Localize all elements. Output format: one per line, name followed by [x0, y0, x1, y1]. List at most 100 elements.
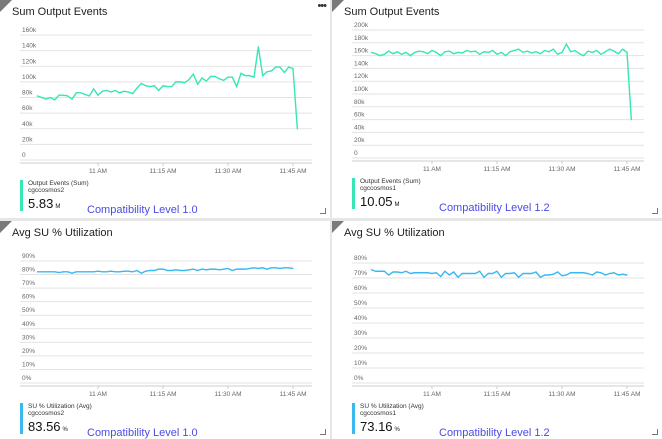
y-tick-label: 0%: [22, 375, 32, 382]
data-point: [483, 51, 485, 53]
x-tick-label: 11:15 AM: [150, 391, 177, 398]
data-point: [62, 94, 64, 96]
pin-corner-icon[interactable]: [0, 0, 12, 12]
y-tick-label: 90%: [22, 253, 35, 260]
x-tick-label: 11:30 AM: [215, 391, 242, 398]
y-tick-label: 0%: [354, 375, 364, 382]
y-tick-label: 160k: [354, 48, 369, 55]
data-point: [431, 49, 433, 52]
data-point: [513, 49, 515, 52]
y-tick-label: 80k: [22, 90, 33, 97]
data-point: [192, 268, 194, 270]
data-point: [67, 95, 69, 97]
y-tick-label: 10%: [22, 361, 35, 368]
data-point: [201, 268, 203, 270]
data-point: [388, 50, 390, 52]
data-point: [145, 85, 147, 87]
data-point: [401, 53, 403, 55]
data-point: [496, 53, 498, 55]
data-point: [262, 75, 264, 77]
compatibility-level-label: Compatibility Level 1.2: [439, 202, 550, 214]
y-tick-label: 0: [354, 150, 358, 157]
data-point: [223, 268, 225, 270]
legend-value: 5.83: [28, 196, 54, 211]
panel-su-utilization-1-2[interactable]: 0% 10% 20% 30% 40% 50% 60% 70% 80% 11 AM 11:15 AM 1…: [332, 221, 662, 439]
data-point: [405, 270, 407, 272]
data-point: [184, 269, 186, 272]
legend[interactable]: Output Events (Sum) cgccosmos2 5.83 M: [20, 180, 89, 211]
data-point: [548, 274, 550, 276]
y-tick-label: 60%: [22, 294, 35, 301]
data-point: [266, 268, 268, 270]
data-point: [609, 48, 611, 50]
legend-unit: %: [62, 427, 68, 433]
data-point: [80, 92, 82, 94]
pin-corner-icon[interactable]: [332, 221, 344, 233]
data-point: [526, 50, 528, 52]
panel-output-events-1-0[interactable]: 0 20k 40k 60k 80k 100k 120k 140k 160k 11 AM 11:15 …: [0, 0, 330, 218]
data-point: [132, 271, 134, 273]
data-point: [114, 271, 116, 273]
data-point: [262, 267, 264, 269]
chart-title: Sum Output Events: [12, 6, 108, 18]
data-point: [49, 96, 51, 99]
data-point: [205, 80, 207, 82]
y-tick-label: 70%: [22, 280, 35, 287]
legend[interactable]: Output Events (Sum) cgccosmos1 10.05 M: [352, 178, 421, 209]
data-point: [383, 270, 385, 272]
resize-handle-icon[interactable]: [320, 429, 326, 435]
resize-handle-icon[interactable]: [320, 208, 326, 214]
resize-handle-icon[interactable]: [652, 208, 658, 214]
x-tick-label: 11:45 AM: [614, 391, 641, 398]
data-point: [288, 66, 290, 68]
panel-su-utilization-1-0[interactable]: 0% 10% 20% 30% 40% 50% 60% 70% 80% 90% 11 AM 11:15 …: [0, 221, 330, 439]
data-point: [93, 271, 95, 273]
chart-title: Sum Output Events: [344, 6, 440, 18]
ellipsis-icon[interactable]: •••: [317, 0, 327, 12]
legend[interactable]: SU % Utilization (Avg) cgccosmos1 73.16%: [352, 403, 424, 434]
data-point: [71, 272, 73, 274]
data-point: [522, 51, 524, 54]
data-point: [617, 53, 619, 55]
data-point: [596, 271, 598, 273]
data-point: [479, 270, 481, 272]
series-line: [37, 267, 294, 274]
data-point: [470, 51, 472, 53]
data-point: [84, 271, 86, 273]
y-tick-label: 80%: [354, 255, 367, 262]
data-point: [54, 99, 56, 101]
resize-handle-icon[interactable]: [652, 429, 658, 435]
data-point: [414, 272, 416, 274]
data-point: [71, 98, 73, 100]
data-point: [483, 276, 485, 278]
legend-resource: cgccosmos1: [360, 185, 397, 192]
chart-title: Avg SU % Utilization: [12, 227, 113, 239]
data-point: [574, 49, 576, 52]
legend[interactable]: SU % Utilization (Avg) cgccosmos2 83.56%: [20, 403, 92, 434]
data-point: [474, 50, 476, 52]
panel-output-events-1-2[interactable]: 0 20k 40k 60k 80k 100k 120k 140k 160k 180k 200k 11 …: [332, 0, 662, 218]
data-point: [479, 53, 481, 55]
data-point: [474, 272, 476, 275]
data-point: [62, 271, 64, 273]
pin-corner-icon[interactable]: [332, 0, 344, 12]
y-tick-label: 60%: [354, 285, 367, 292]
data-point: [500, 51, 502, 54]
data-point: [292, 67, 294, 70]
data-point: [422, 51, 424, 53]
compatibility-level-label: Compatibility Level 1.0: [87, 427, 198, 439]
y-tick-label: 50%: [22, 307, 35, 314]
data-point: [492, 272, 494, 275]
data-point: [565, 43, 567, 45]
data-point: [600, 272, 602, 274]
data-point: [97, 94, 99, 96]
data-point: [466, 49, 468, 52]
data-point: [270, 267, 272, 269]
data-point: [114, 89, 116, 92]
data-point: [88, 95, 90, 97]
pin-corner-icon[interactable]: [0, 221, 12, 233]
compatibility-level-label: Compatibility Level 1.2: [439, 427, 550, 439]
x-tick-label: 11 AM: [423, 391, 441, 398]
series-line: [371, 269, 628, 279]
data-point: [557, 53, 559, 55]
